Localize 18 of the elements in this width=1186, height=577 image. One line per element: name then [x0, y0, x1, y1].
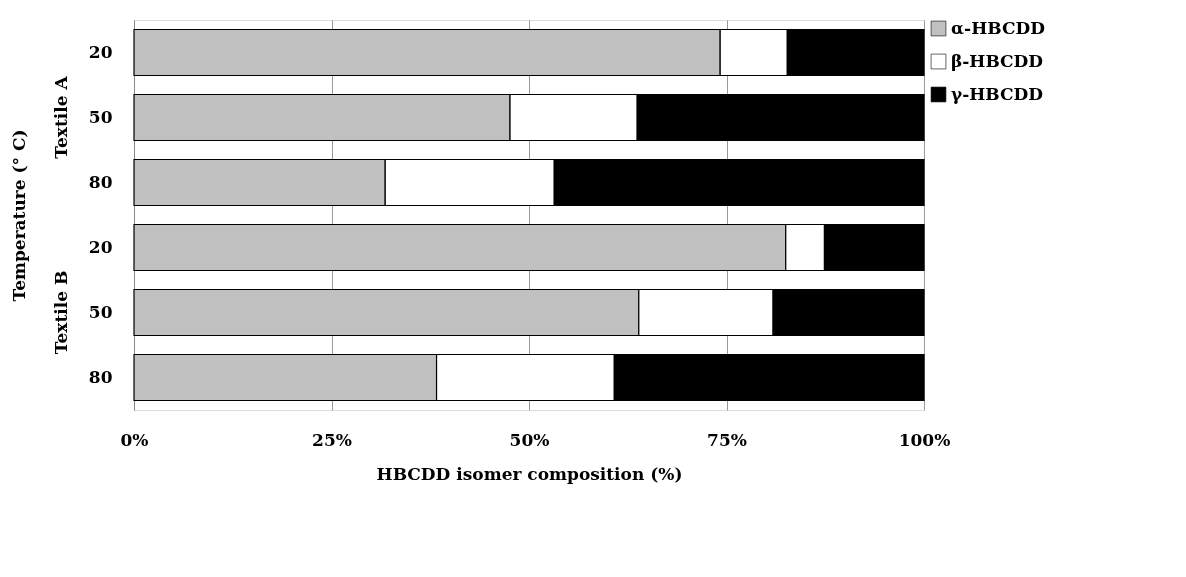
- y-tick-label: 50: [88, 301, 113, 322]
- y-tick-label: 20: [88, 236, 113, 257]
- y-tick-label: 20: [88, 41, 113, 62]
- y-tick-label: 80: [88, 366, 113, 387]
- x-tick-label: 25%: [312, 429, 352, 450]
- text: Textile A: [51, 75, 71, 159]
- legend-label: β-HBCDD: [951, 50, 1044, 71]
- x-axis-title: HBCDD isomer composition (%): [376, 463, 683, 484]
- x-tick-label: 0%: [120, 429, 149, 450]
- y-axis-title: Temperature (° C): [8, 129, 29, 302]
- text: Textile B: [51, 270, 71, 355]
- legend-label: α-HBCDD: [951, 17, 1046, 38]
- y-tick-label: 80: [88, 171, 113, 192]
- y-tick-label: 50: [88, 106, 113, 127]
- legend-label: γ-HBCDD: [951, 83, 1044, 104]
- x-tick-label: 50%: [509, 429, 550, 450]
- x-tick-label: 100%: [898, 429, 951, 450]
- x-tick-label: 75%: [707, 429, 747, 450]
